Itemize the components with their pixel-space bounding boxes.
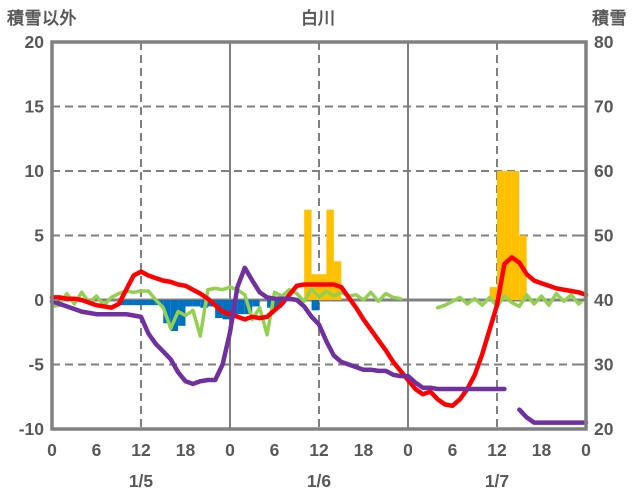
left-axis-title: 積雪以外 [7, 9, 77, 28]
bar-gold-bars [511, 171, 520, 300]
left-tick-label: -5 [28, 355, 44, 375]
series-red-line [49, 255, 589, 409]
bar-gold-bars [326, 209, 334, 300]
x-tick-label: 0 [581, 440, 591, 460]
bar-gold-bars [504, 171, 512, 300]
bar-blue-bars [222, 300, 230, 320]
date-label: 1/6 [307, 471, 332, 491]
right-tick-label: 40 [594, 290, 614, 310]
bar-gold-bars [333, 261, 342, 300]
date-label: 1/5 [129, 471, 154, 491]
x-tick-label: 0 [225, 440, 235, 460]
bar-blue-bars [118, 300, 127, 306]
x-tick-label: 6 [448, 440, 458, 460]
x-tick-label: 12 [131, 440, 151, 460]
right-tick-label: 60 [594, 161, 614, 181]
right-tick-label: 80 [594, 32, 614, 52]
series-green-line [50, 285, 588, 338]
left-tick-label: 20 [25, 32, 45, 52]
chart-title: 白川 [301, 9, 335, 28]
left-tick-label: 0 [34, 290, 44, 310]
bar-blue-bars [141, 300, 149, 306]
bar-blue-bars [274, 300, 282, 308]
left-tick-label: 15 [25, 97, 45, 117]
series-purple-line [49, 265, 589, 425]
right-tick-label: 20 [594, 419, 614, 439]
bar-blue-bars [133, 300, 141, 306]
x-tick-label: 18 [354, 440, 374, 460]
bar-blue-bars [237, 300, 245, 315]
bar-blue-bars [126, 300, 134, 306]
x-tick-label: 12 [309, 440, 329, 460]
bar-blue-bars [148, 300, 156, 306]
right-axis-title: 積雪 [592, 9, 627, 28]
right-tick-label: 50 [594, 226, 614, 246]
bar-gold-bars [489, 287, 497, 300]
x-tick-label: 18 [176, 440, 196, 460]
bar-blue-bars [252, 300, 260, 307]
bar-gold-bars [497, 171, 505, 300]
left-tick-label: 10 [25, 161, 45, 181]
x-tick-label: 0 [47, 440, 57, 460]
x-tick-label: 6 [92, 440, 102, 460]
bar-gold-bars [311, 274, 319, 300]
x-tick-label: 12 [487, 440, 507, 460]
bar-blue-bars [185, 300, 193, 307]
right-tick-label: 30 [594, 355, 614, 375]
bar-gold-bars [304, 209, 312, 300]
right-tick-label: 70 [594, 97, 614, 117]
x-tick-label: 6 [270, 440, 280, 460]
bar-gold-bars [319, 274, 327, 300]
x-tick-label: 18 [532, 440, 552, 460]
bar-blue-bars [163, 300, 171, 324]
left-tick-label: -10 [19, 419, 45, 439]
x-tick-label: 0 [403, 440, 413, 460]
bar-blue-bars [311, 300, 319, 311]
left-tick-label: 5 [34, 226, 44, 246]
bar-blue-bars [170, 300, 179, 331]
date-label: 1/7 [485, 471, 509, 491]
bar-blue-bars [192, 300, 201, 307]
